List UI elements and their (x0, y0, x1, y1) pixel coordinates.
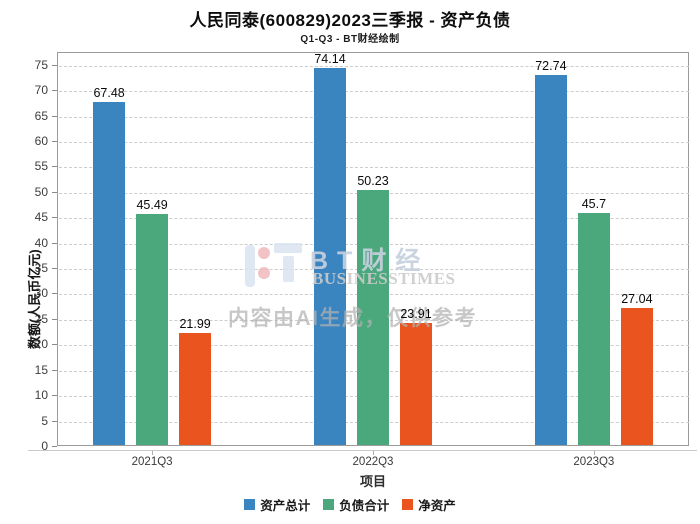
y-tick-mark (52, 420, 57, 422)
bar-value-label: 74.14 (314, 52, 346, 67)
y-tick-label: 45 (34, 210, 48, 225)
legend-item-资产总计: 资产总计 (244, 495, 310, 514)
bar-value-label: 72.74 (535, 59, 567, 74)
y-tick-label: 70 (34, 83, 48, 98)
y-tick-label: 50 (34, 184, 48, 199)
x-tick-label: 2021Q3 (131, 456, 173, 468)
y-tick-mark (52, 166, 57, 168)
y-tick-label: 65 (34, 108, 48, 123)
legend-swatch-icon (402, 499, 414, 510)
y-tick-label: 75 (34, 57, 48, 72)
y-tick-mark (52, 293, 57, 295)
bar-value-label: 45.7 (581, 196, 607, 211)
bar-value-label: 50.23 (357, 173, 389, 188)
legend-swatch-icon (244, 499, 256, 510)
gridline (59, 141, 689, 143)
legend-label: 资产总计 (260, 499, 311, 513)
y-tick-mark (52, 268, 57, 270)
chart-title: 人民同泰(600829)2023三季报 - 资产负债 (189, 11, 511, 30)
legend-label: 净资产 (418, 499, 456, 513)
bar-净资产-2021Q3 (179, 333, 212, 445)
y-tick-mark (52, 395, 57, 397)
y-tick-label: 15 (34, 362, 48, 377)
y-tick-label: 40 (34, 235, 48, 250)
x-tick-label: 2023Q3 (573, 456, 615, 468)
y-tick-mark (52, 217, 57, 219)
y-tick-label: 55 (34, 159, 48, 174)
y-tick-mark (52, 191, 57, 193)
legend-item-净资产: 净资产 (402, 495, 456, 514)
bar-value-label: 21.99 (179, 317, 211, 332)
y-tick-label: 35 (34, 261, 48, 276)
y-tick-mark (52, 318, 57, 320)
bar-资产总计-2023Q3 (534, 75, 567, 445)
y-tick-mark (52, 115, 57, 117)
x-axis-line (28, 450, 697, 451)
bar-value-label: 67.48 (93, 85, 125, 100)
bar-净资产-2023Q3 (620, 307, 653, 445)
y-tick-label: 60 (34, 133, 48, 148)
y-tick-label: 5 (41, 413, 48, 428)
gridline (59, 116, 689, 118)
y-tick-mark (52, 90, 57, 92)
bar-资产总计-2022Q3 (314, 68, 346, 445)
bar-value-label: 27.04 (621, 291, 653, 306)
y-tick-mark (52, 64, 57, 66)
y-tick-mark (52, 242, 57, 244)
x-axis-title: 项目 (359, 474, 386, 489)
bar-负债合计-2022Q3 (357, 189, 389, 445)
bar-资产总计-2021Q3 (93, 101, 126, 445)
gridline (59, 91, 689, 93)
bar-负债合计-2023Q3 (577, 212, 610, 445)
legend-item-负债合计: 负债合计 (323, 495, 389, 514)
bar-负债合计-2021Q3 (136, 213, 169, 445)
bar-净资产-2022Q3 (400, 323, 432, 445)
bar-value-label: 45.49 (136, 197, 168, 212)
y-tick-mark (52, 446, 57, 447)
y-tick-label: 25 (34, 311, 48, 326)
x-tick-label: 2022Q3 (352, 456, 394, 468)
gridline (59, 65, 689, 67)
gridline (59, 167, 689, 169)
x-tick-mark (373, 451, 374, 455)
chart-subtitle: Q1-Q3 - BT财经绘制 (300, 34, 400, 45)
x-tick-mark (152, 451, 154, 455)
y-tick-mark (52, 344, 57, 346)
y-tick-label: 30 (34, 286, 48, 301)
y-tick-label: 10 (34, 388, 48, 403)
y-tick-label: 0 (41, 439, 48, 453)
bar-value-label: 23.91 (400, 307, 432, 322)
y-tick-mark (52, 140, 57, 142)
legend-swatch-icon (323, 499, 335, 510)
y-tick-mark (52, 369, 57, 371)
x-tick-mark (593, 451, 595, 455)
legend-label: 负债合计 (339, 499, 390, 513)
y-tick-label: 20 (34, 337, 48, 352)
legend: 资产总计 负债合计 净资产 (0, 495, 700, 514)
